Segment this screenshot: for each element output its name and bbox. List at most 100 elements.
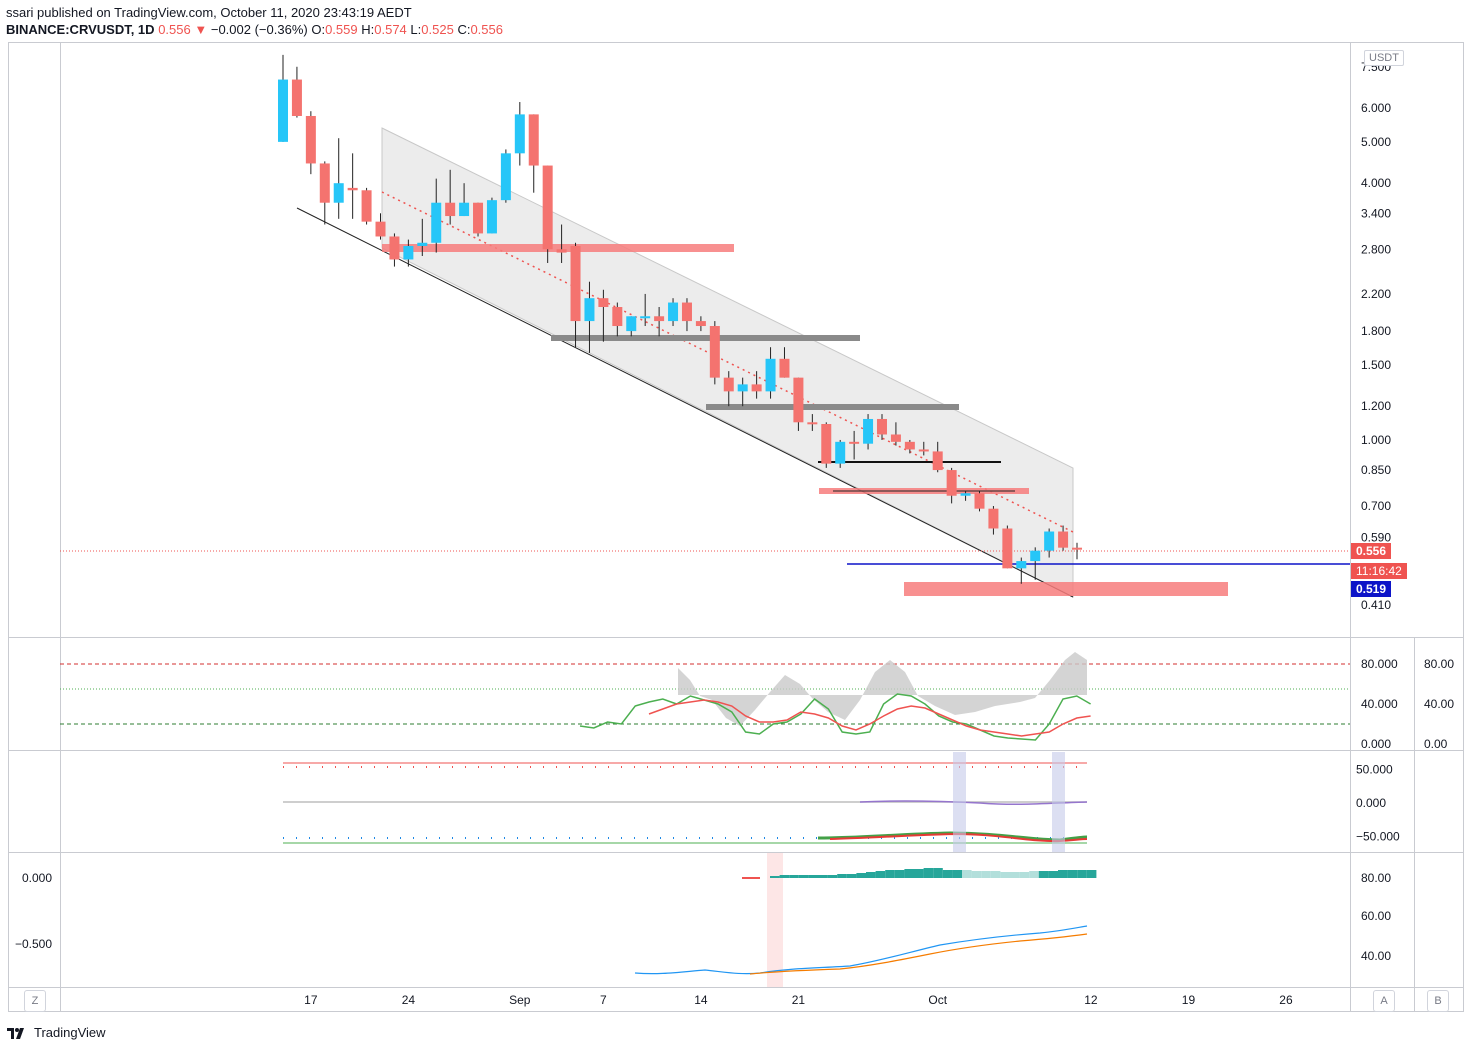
candle [695, 316, 706, 332]
candle [319, 161, 330, 225]
support-level-1[interactable] [551, 335, 860, 341]
candle [1016, 557, 1027, 584]
bottom-pane [634, 853, 1097, 987]
low-value: 0.525 [421, 22, 454, 37]
channel-mid-line[interactable] [381, 191, 1074, 533]
price-tick: 1.200 [1361, 399, 1391, 413]
price-tick: 5.000 [1361, 135, 1391, 149]
candle [486, 197, 497, 234]
candle-body [305, 115, 316, 164]
low-label: L: [410, 22, 422, 37]
candle [417, 218, 428, 256]
candle [1030, 547, 1041, 580]
high-label: H: [361, 22, 375, 37]
histogram-bar [846, 874, 857, 878]
brand-name: TradingView [34, 1025, 106, 1040]
price-axis[interactable]: 7.5006.0005.0004.0003.4002.8002.2001.800… [1361, 60, 1391, 612]
candle-body [570, 245, 581, 322]
currency-badge[interactable]: USDT [1364, 50, 1404, 66]
osc-tick: 50.000 [1356, 763, 1393, 777]
stoch-d-line [648, 699, 1091, 737]
candle [863, 414, 874, 450]
histogram-bar [914, 869, 924, 878]
time-axis[interactable]: 17 24 Sep 7 14 21 Oct 12 19 26 [304, 993, 1293, 1007]
candle [1072, 542, 1083, 560]
candle-body [319, 163, 330, 203]
demand-zone[interactable] [904, 582, 1228, 596]
candle-series [278, 54, 1083, 584]
candle [876, 414, 887, 440]
candle [904, 439, 915, 454]
candle [473, 202, 484, 237]
histogram-bar [798, 875, 809, 878]
candle-body [542, 165, 553, 250]
support-level-2[interactable] [706, 404, 959, 410]
symbol-name[interactable]: BINANCE:CRVUSDT, 1D [6, 22, 155, 37]
histogram-bar [962, 870, 972, 878]
stoch-tick: 80.000 [1361, 657, 1398, 671]
bottom-highlight [767, 853, 783, 987]
candle-body [654, 316, 665, 322]
resistance-zone-top[interactable] [382, 244, 734, 252]
time-tick: 14 [694, 993, 708, 1007]
stoch-tick: 40.000 [1361, 697, 1398, 711]
candle-body [598, 298, 609, 308]
close-value: 0.556 [470, 22, 503, 37]
histogram-bar [1086, 870, 1097, 878]
bottom-axis[interactable]: 0.000 −0.500 80.00 60.00 40.00 [15, 871, 1391, 963]
countdown-tag: 11:16:42 [1351, 563, 1407, 579]
candle-body [361, 190, 372, 222]
candle [347, 153, 358, 219]
histogram-bar [990, 871, 1001, 878]
stoch-tick-outer: 80.00 [1424, 657, 1454, 671]
time-tick: 21 [792, 993, 806, 1007]
zoom-button[interactable]: Z [24, 990, 46, 1012]
candle [445, 169, 456, 225]
osc-tick: 0.000 [1356, 796, 1386, 810]
histogram-bar [875, 871, 886, 878]
histogram-bar [1058, 870, 1068, 878]
candle-body [389, 236, 400, 260]
histogram-bar [1000, 872, 1010, 878]
brand-footer[interactable]: TradingView [6, 1025, 106, 1040]
channel-lower-line[interactable] [296, 207, 1074, 598]
candle [709, 321, 720, 385]
histogram-bar [1029, 871, 1039, 878]
stoch-tick: 0.000 [1361, 737, 1391, 751]
candle [890, 422, 901, 446]
histogram-bar [1077, 870, 1087, 878]
osc-tick: −50.000 [1356, 830, 1400, 844]
histogram-bar [856, 873, 866, 878]
tradingview-logo-icon [7, 1027, 24, 1039]
candle [668, 298, 679, 327]
candle-body [640, 316, 651, 319]
candle-body [821, 423, 832, 464]
candle-body [333, 183, 344, 203]
candle [598, 289, 609, 342]
candle-body [612, 307, 623, 327]
stoch-gray-area [678, 652, 1087, 726]
osc-axis[interactable]: 50.000 0.000 −50.000 [1356, 763, 1400, 844]
candle-body [556, 249, 567, 253]
candle-body [723, 377, 734, 392]
histogram-bar [1010, 872, 1020, 878]
histogram-bar [1048, 871, 1058, 878]
auto-scale-button[interactable]: A [1373, 990, 1395, 1012]
candle [821, 422, 832, 468]
log-scale-button[interactable]: B [1427, 990, 1449, 1012]
candle [849, 430, 860, 460]
histogram-bar [1067, 870, 1078, 878]
candle [626, 316, 637, 337]
stoch-axis[interactable]: 80.000 40.000 0.000 80.00 40.00 0.00 [1361, 657, 1454, 751]
stoch-tick-outer: 40.00 [1424, 697, 1454, 711]
candle-body [1016, 561, 1027, 569]
symbol-legend: BINANCE:CRVUSDT, 1D 0.556 ▼ −0.002 (−0.3… [6, 22, 503, 37]
candle [946, 467, 957, 504]
candle-body [626, 316, 637, 332]
stoch-tick-outer: 0.00 [1424, 737, 1448, 751]
histogram-bar [904, 869, 914, 878]
candle [932, 441, 943, 473]
candle-body [779, 358, 790, 378]
candle-body [1002, 528, 1013, 569]
